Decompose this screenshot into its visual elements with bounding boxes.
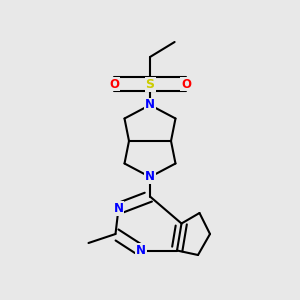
Text: O: O xyxy=(109,77,119,91)
Text: O: O xyxy=(181,77,191,91)
Text: N: N xyxy=(136,244,146,257)
Text: N: N xyxy=(145,170,155,184)
Text: N: N xyxy=(145,98,155,112)
Text: N: N xyxy=(113,202,124,215)
Text: S: S xyxy=(146,77,154,91)
